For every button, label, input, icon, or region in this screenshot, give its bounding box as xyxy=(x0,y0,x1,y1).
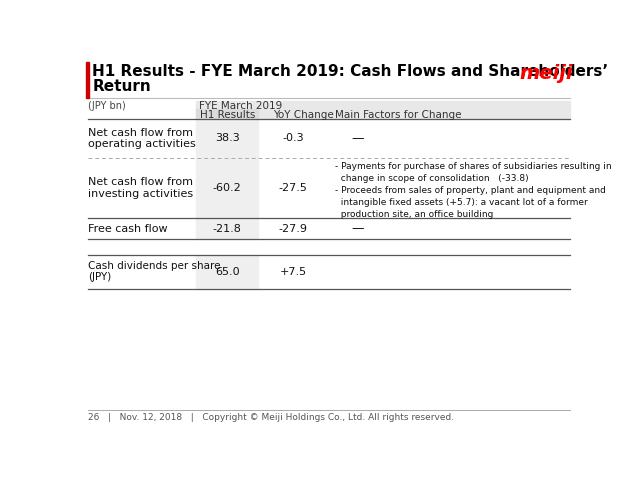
Text: H1 Results: H1 Results xyxy=(200,110,255,120)
Text: Net cash flow from
operating activities: Net cash flow from operating activities xyxy=(88,128,195,149)
Text: 26   |   Nov. 12, 2018   |   Copyright © Meiji Holdings Co., Ltd. All rights res: 26 | Nov. 12, 2018 | Copyright © Meiji H… xyxy=(88,413,454,421)
Text: - Payments for purchase of shares of subsidiaries resulting in
  change in scope: - Payments for purchase of shares of sub… xyxy=(335,162,612,219)
Text: Net cash flow from
investing activities: Net cash flow from investing activities xyxy=(88,177,193,199)
Bar xyxy=(196,255,259,288)
Text: 38.3: 38.3 xyxy=(215,133,239,144)
Bar xyxy=(196,119,259,158)
Text: -27.9: -27.9 xyxy=(278,224,308,234)
Bar xyxy=(196,158,259,218)
Text: FYE March 2019: FYE March 2019 xyxy=(199,101,283,111)
Text: -21.8: -21.8 xyxy=(213,224,242,234)
Text: meiji: meiji xyxy=(520,64,573,83)
Text: (JPY bn): (JPY bn) xyxy=(88,101,125,111)
Text: -27.5: -27.5 xyxy=(278,183,308,193)
Bar xyxy=(196,218,259,240)
Text: H1 Results - FYE March 2019: Cash Flows and Shareholders’: H1 Results - FYE March 2019: Cash Flows … xyxy=(92,64,609,79)
Bar xyxy=(196,109,259,119)
Text: YoY Change: YoY Change xyxy=(273,110,333,120)
Text: Cash dividends per share
(JPY): Cash dividends per share (JPY) xyxy=(88,261,220,282)
Text: -0.3: -0.3 xyxy=(282,133,304,144)
Text: —: — xyxy=(351,132,364,145)
Bar xyxy=(86,62,88,97)
Text: -60.2: -60.2 xyxy=(213,183,242,193)
Text: —: — xyxy=(351,222,364,235)
Text: +7.5: +7.5 xyxy=(280,267,307,276)
Text: Main Factors for Change: Main Factors for Change xyxy=(335,110,461,120)
Text: 65.0: 65.0 xyxy=(215,267,239,276)
Text: Return: Return xyxy=(92,79,151,94)
Text: Free cash flow: Free cash flow xyxy=(88,224,168,234)
Bar xyxy=(196,101,570,119)
